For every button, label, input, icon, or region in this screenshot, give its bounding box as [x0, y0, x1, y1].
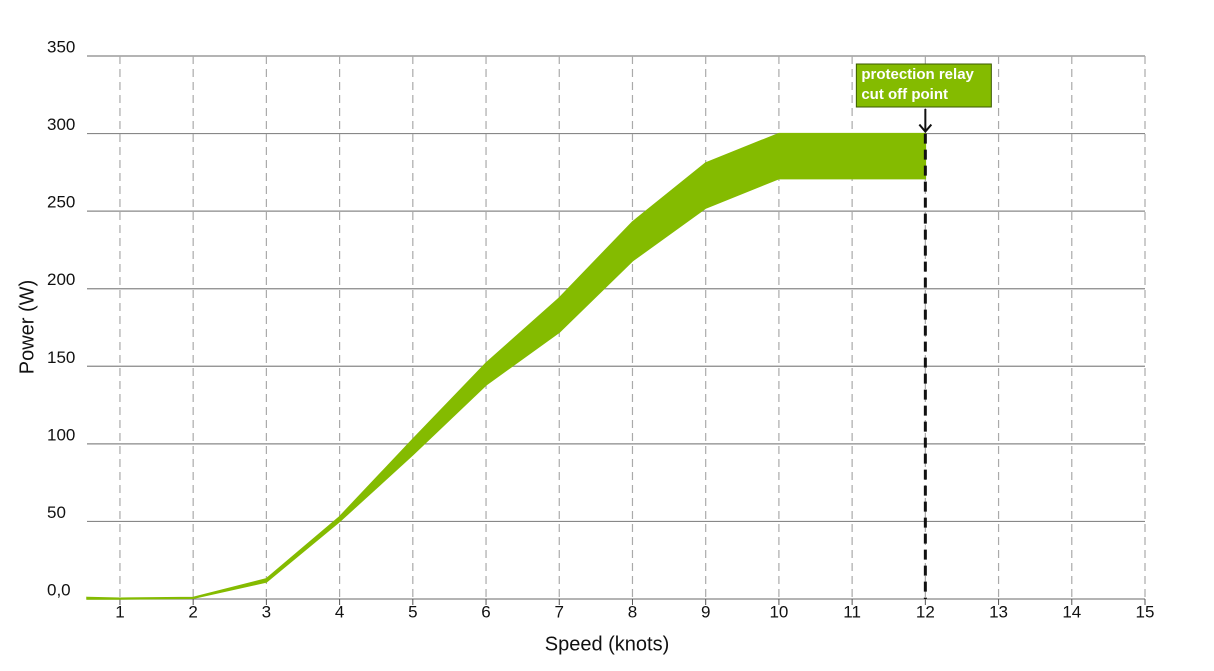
y-tick-label: 100	[47, 425, 75, 444]
annotation-box	[855, 63, 992, 108]
y-tick-label: 350	[47, 37, 75, 56]
x-tick-label: 9	[701, 602, 710, 621]
x-axis-label: Speed (knots)	[545, 633, 670, 655]
x-tick-label: 7	[555, 602, 564, 621]
x-tick-label: 3	[262, 602, 271, 621]
y-tick-label: 150	[47, 348, 75, 367]
x-tick-label: 4	[335, 602, 344, 621]
y-tick-label: 300	[47, 115, 75, 134]
annotation-text: cut off point	[861, 86, 948, 103]
band-area	[86, 132, 927, 600]
y-tick-label: 50	[47, 503, 66, 522]
x-tick-label: 10	[769, 602, 788, 621]
x-tick-label: 1	[115, 602, 124, 621]
x-tick-label: 11	[843, 602, 861, 621]
y-tick-label: 0,0	[47, 580, 71, 599]
annotation-arrow	[918, 109, 933, 134]
x-tick-label: 8	[628, 602, 637, 621]
annotation-text: protection relay	[861, 66, 974, 83]
x-tick-label: 14	[1062, 602, 1081, 621]
y-tick-label: 200	[47, 270, 75, 289]
x-tick-label: 2	[188, 602, 197, 621]
y-tick-label: 250	[47, 193, 75, 212]
x-tick-label: 13	[989, 602, 1008, 621]
x-tick-label: 15	[1136, 602, 1155, 621]
x-tick-label: 5	[408, 602, 417, 621]
x-tick-label: 12	[916, 602, 935, 621]
y-axis-label: Power (W)	[16, 280, 38, 374]
x-tick-label: 6	[481, 602, 490, 621]
